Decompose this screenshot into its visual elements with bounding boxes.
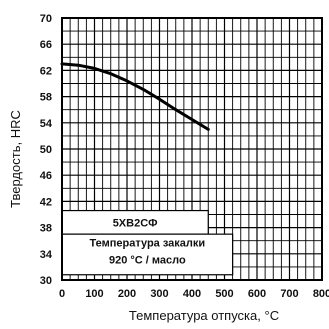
- x-tick-label: 100: [85, 288, 103, 300]
- x-tick-label: 500: [215, 288, 233, 300]
- y-tick-label: 58: [40, 92, 52, 104]
- x-ticks: 0 100 200 300 400 500 600 700 800: [59, 288, 329, 300]
- y-ticks: 30 34 38 42 46 50 54 58 62 66 70: [40, 13, 53, 287]
- x-tick-label: 400: [183, 288, 201, 300]
- plot-frame: [61, 17, 323, 281]
- y-tick-label: 30: [40, 275, 52, 287]
- y-tick-label: 54: [40, 118, 53, 130]
- x-tick-label: 300: [150, 288, 168, 300]
- x-tick-label: 0: [59, 288, 65, 300]
- x-tick-label: 800: [313, 288, 329, 300]
- hardness-curve: [60, 62, 210, 131]
- x-tick-label: 200: [118, 288, 136, 300]
- x-tick-label: 600: [248, 288, 266, 300]
- quench-medium-label: 920 °С / масло: [109, 255, 186, 267]
- y-tick-label: 62: [40, 65, 52, 77]
- x-tick-label: 700: [280, 288, 298, 300]
- y-tick-label: 38: [40, 223, 52, 235]
- y-tick-label: 42: [40, 196, 52, 208]
- series-layer: [60, 62, 210, 131]
- y-tick-label: 46: [40, 170, 52, 182]
- y-tick-label: 70: [40, 13, 52, 25]
- quench-temp-label: Температура закалки: [89, 238, 205, 250]
- y-tick-label: 34: [40, 249, 53, 261]
- y-axis-label: Твердость, HRC: [8, 110, 23, 208]
- x-axis-label: Температура отпуска, °С: [129, 308, 279, 323]
- y-tick-label: 66: [40, 39, 52, 51]
- y-tick-label: 50: [40, 144, 52, 156]
- steel-grade-label: 5ХВ2СФ: [113, 217, 158, 229]
